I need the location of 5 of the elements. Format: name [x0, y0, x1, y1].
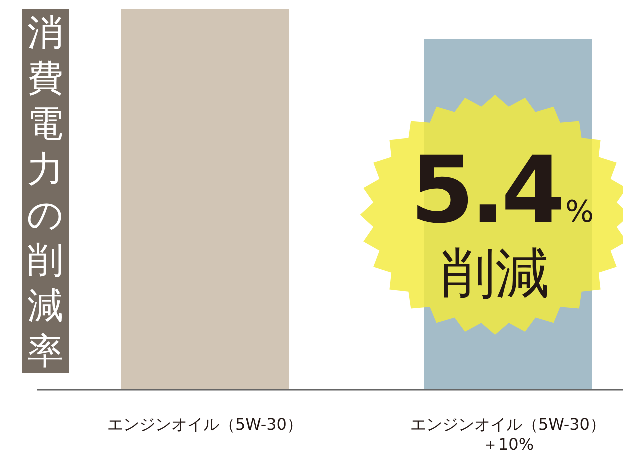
y-axis-title: 消費電力の削減率 [27, 12, 64, 372]
annotation: 削減 [441, 242, 550, 305]
annotation: 5.4% [410, 137, 592, 244]
x-tick-label: エンジンオイル（5W-30） [108, 415, 303, 434]
x-tick-label: エンジンオイル（5W-30）＋10% [410, 415, 606, 454]
